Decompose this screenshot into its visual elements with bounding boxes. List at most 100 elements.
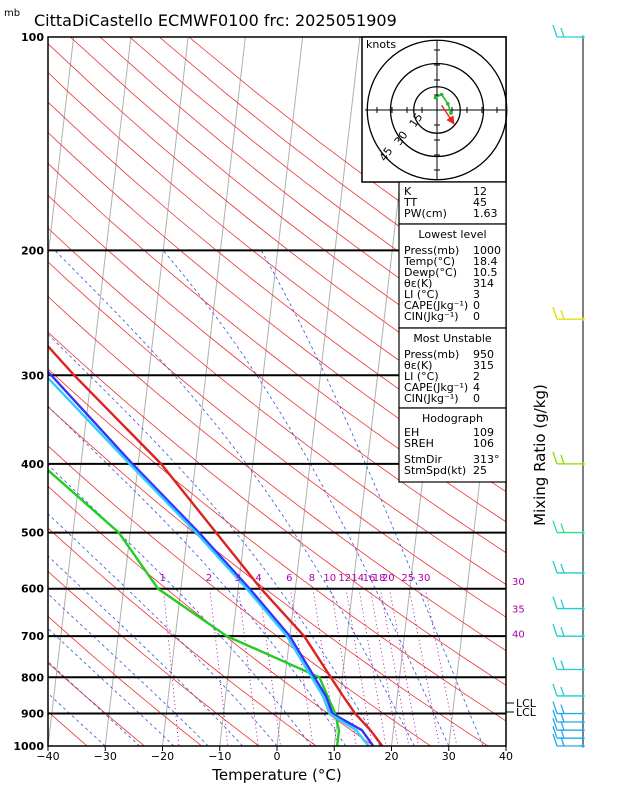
mixing-ratio-label: 3 (234, 573, 240, 584)
index-section-title: Lowest level (418, 228, 486, 241)
wind-barb-flag (560, 686, 565, 697)
wind-barb-flag (560, 721, 565, 731)
wind-barb-flag (560, 728, 565, 739)
wind-barb-flag (560, 660, 565, 670)
hodograph-units: knots (366, 38, 396, 51)
index-label: TT (403, 196, 418, 209)
index-box-lowest (398, 223, 507, 329)
isotherm (0, 37, 16, 746)
dry-adiabat (48, 406, 489, 746)
index-label: K (404, 185, 412, 198)
index-label: Press(mb) (404, 348, 459, 361)
index-value: 10.5 (473, 266, 498, 279)
wind-barb (552, 24, 585, 39)
hodograph-point (446, 102, 450, 106)
wind-barb-dot (581, 728, 585, 732)
index-value: 950 (473, 348, 494, 361)
dry-adiabat (48, 227, 506, 585)
mixing-ratio-label: 4 (255, 573, 261, 584)
wind-barb-flag (560, 523, 565, 533)
wind-barb-flag (560, 736, 565, 747)
dry-adiabat (48, 331, 506, 686)
theta-e-label: 40 (512, 630, 525, 641)
theta-e-label: 30 (512, 577, 525, 588)
temperature-tick-label: 40 (499, 750, 513, 763)
storm-motion-vector (441, 104, 455, 125)
index-label: CIN(Jkg⁻¹) (404, 310, 459, 323)
dry-adiabat (48, 43, 506, 407)
dry-adiabat (48, 368, 506, 722)
isotherm (276, 37, 361, 746)
isotherm (219, 37, 304, 746)
wind-barb-dot (581, 720, 585, 724)
index-value: 18.4 (473, 255, 498, 268)
index-value: 2 (473, 370, 480, 383)
mixing-ratio-label: 18 (373, 573, 386, 584)
wind-barb (552, 709, 585, 724)
index-value: 0 (473, 299, 480, 312)
wind-barb-flag (552, 701, 558, 714)
mixing-ratio-label: 12 (338, 573, 351, 584)
wind-barb-flag (560, 712, 565, 723)
lcl-markers: LCL LCL (506, 697, 537, 719)
dewpoint-profile (48, 468, 341, 746)
index-value: 4 (473, 381, 480, 394)
index-label: CAPE(Jkg⁻¹) (404, 299, 468, 312)
wind-barb-flag (552, 596, 558, 609)
index-label: StmSpd(kt) (404, 464, 466, 477)
wind-barb-flag (552, 520, 558, 533)
isotherm (104, 37, 189, 746)
wind-barb (552, 596, 585, 611)
wind-barb-flag (552, 709, 558, 723)
pressure-tick-label: 800 (21, 671, 44, 684)
pressure-tick-label: 400 (21, 458, 44, 471)
index-value: 106 (473, 437, 494, 450)
mixing-ratio-label: 8 (309, 573, 315, 584)
wind-barb-flag (552, 733, 558, 747)
wind-barb-flag (552, 657, 558, 670)
theta-e-label: 35 (512, 605, 525, 616)
wind-barb (552, 733, 585, 748)
index-label: Dewp(°C) (404, 266, 457, 279)
wind-barb-flag (560, 626, 565, 637)
wind-barb-flag (560, 599, 565, 609)
wind-barb (552, 683, 585, 698)
index-value: 0 (473, 310, 480, 323)
wind-barb-dot (581, 571, 585, 575)
temperature-tick-label: 10 (327, 750, 341, 763)
index-label: CAPE(Jkg⁻¹) (404, 381, 468, 394)
index-label: θε(K) (404, 277, 432, 290)
mixing-ratio-label: 16 (363, 573, 376, 584)
mixing-ratio-label: 1 (160, 573, 166, 584)
mixing-ratio-line (289, 588, 314, 746)
moist-adiabat (54, 250, 415, 746)
wind-barb-flag (560, 563, 565, 574)
index-label: Temp(°C) (403, 255, 455, 268)
isotherm (162, 37, 246, 746)
index-label: PW(cm) (404, 207, 447, 220)
mixing-ratio-line (408, 588, 440, 746)
wind-barb (552, 657, 585, 672)
dry-adiabat (48, 485, 374, 746)
mixing-ratio-label: 10 (323, 573, 336, 584)
dry-adiabat (48, 71, 506, 435)
wind-barb-dot (581, 711, 585, 716)
index-label: StmDir (404, 453, 443, 466)
mixing-ratio-line (425, 588, 458, 746)
wind-barb-dot (581, 634, 585, 638)
mixing-ratio-line (238, 588, 259, 746)
wind-barb-dot (581, 462, 585, 466)
dry-adiabat (48, 445, 431, 746)
wind-barb-dot (581, 530, 585, 535)
wind-barb (552, 306, 585, 321)
thermo-grid (0, 37, 506, 746)
dry-adiabat (48, 194, 506, 554)
wind-barb-flag (552, 718, 558, 731)
dry-adiabat (48, 615, 202, 746)
hodograph-point (433, 95, 438, 100)
lcl-label: LCL (516, 697, 537, 710)
parcel_virtual-profile (48, 370, 375, 746)
